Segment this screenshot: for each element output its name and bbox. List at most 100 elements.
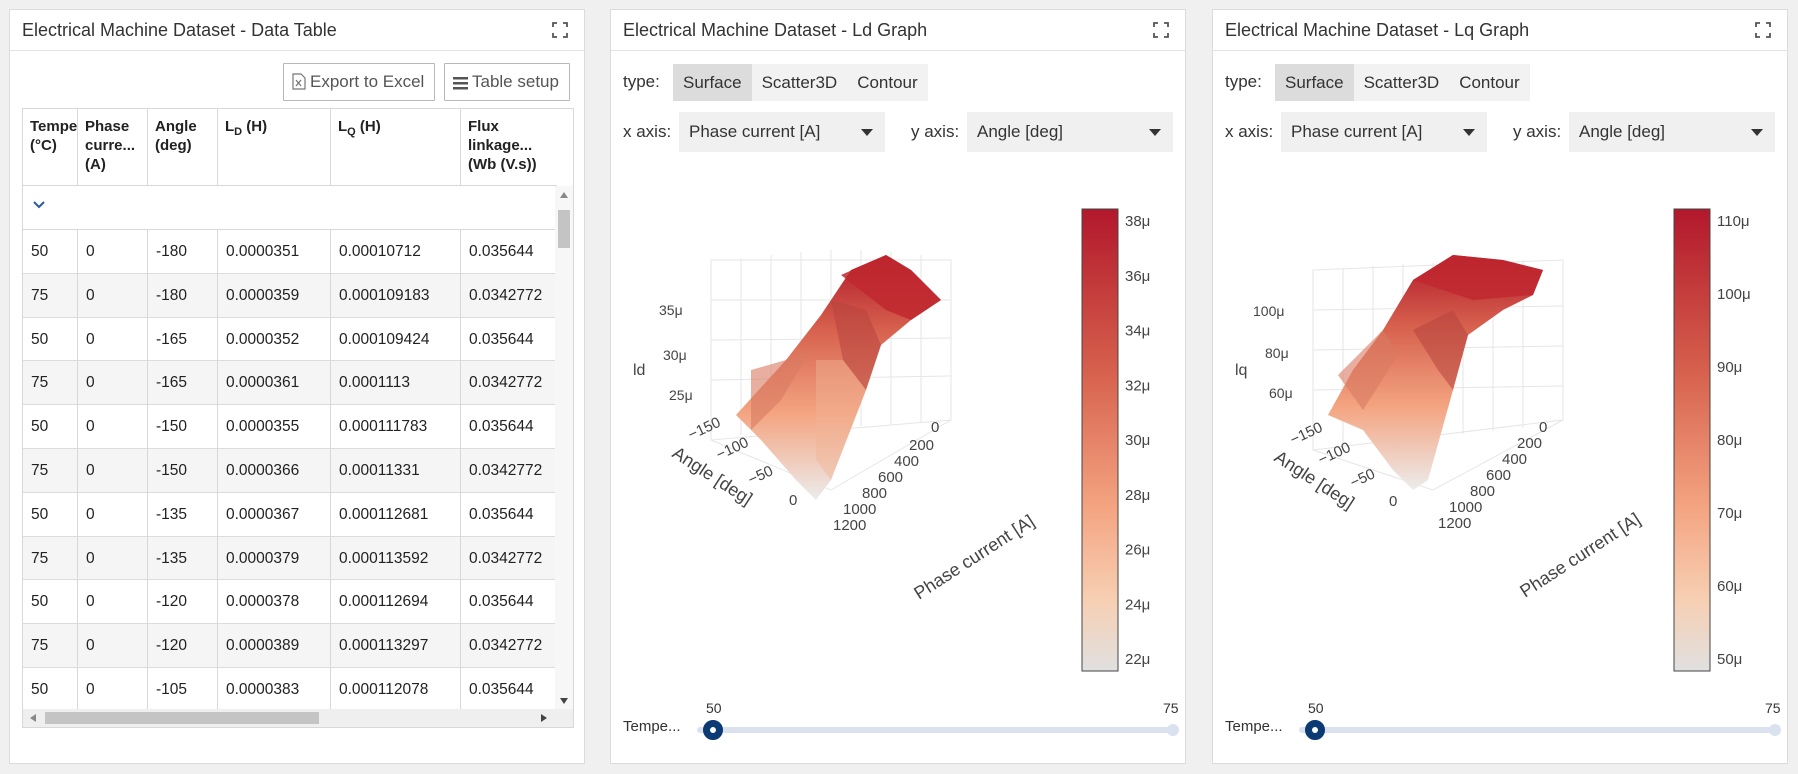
expand-icon[interactable] [1755, 22, 1771, 38]
caret-down-icon [861, 129, 873, 136]
caret-down-icon [1149, 129, 1161, 136]
temperature-slider-handle[interactable] [703, 720, 723, 740]
table-cell: 0.000112694 [331, 580, 461, 625]
table-cell: 75 [23, 273, 78, 318]
column-header-phase-current[interactable]: Phase curre... (A) [78, 109, 148, 186]
z-axis-title: lq [1235, 362, 1247, 379]
scroll-down-icon[interactable] [560, 698, 568, 704]
colorbar-tick-label: 30μ [1125, 432, 1150, 449]
horizontal-scrollbar[interactable] [23, 709, 573, 727]
column-header-angle[interactable]: Angle (deg) [148, 109, 218, 186]
scroll-up-icon[interactable] [560, 192, 568, 198]
ld-surface [736, 255, 941, 500]
type-scatter3d-button[interactable]: Scatter3D [751, 64, 848, 101]
column-header-flux-linkage[interactable]: Flux linkage... (Wb (V.s)) [468, 118, 537, 173]
table-cell: -165 [148, 317, 218, 362]
slider-end-marker[interactable] [1167, 724, 1179, 736]
x-axis-select[interactable]: Phase current [A] [679, 112, 885, 152]
table-row[interactable]: 75 0 -135 0.0000379 0.000113592 0.0342772 [23, 536, 557, 581]
table-cell: 0 [78, 667, 148, 712]
table-cell: 0 [78, 536, 148, 581]
type-surface-button[interactable]: Surface [673, 64, 752, 101]
menu-icon [453, 77, 468, 90]
table-cell: -150 [148, 405, 218, 449]
slider-max-value: 75 [1163, 700, 1179, 716]
column-header-ld[interactable]: LD (H) [218, 109, 331, 186]
temperature-slider-track[interactable] [697, 727, 1175, 733]
table-cell: 50 [23, 405, 78, 449]
table-cell: 0.0000367 [218, 492, 331, 537]
z-tick: 60μ [1269, 385, 1293, 401]
table-body: 50 0 -180 0.0000351 0.00010712 0.035644 75 0 -18… [23, 230, 557, 712]
type-contour-button[interactable]: Contour [1449, 64, 1530, 101]
panel-header: Electrical Machine Dataset - Data Table [10, 10, 584, 51]
table-cell: 0 [78, 492, 148, 537]
table-row[interactable]: 75 0 -150 0.0000366 0.00011331 0.0342772 [23, 448, 557, 493]
slider-min-value: 50 [1308, 700, 1324, 716]
colorbar-tick-label: 32μ [1125, 377, 1150, 394]
table-cell: 75 [23, 361, 78, 406]
current-tick: 200 [1517, 435, 1542, 452]
column-header-lq[interactable]: LQ (H) [331, 109, 461, 186]
table-row[interactable]: 50 0 -120 0.0000378 0.000112694 0.035644 [23, 580, 557, 625]
export-to-excel-button[interactable]: Export to Excel [283, 63, 436, 101]
expand-icon[interactable] [552, 22, 568, 38]
table-row[interactable]: 75 0 -180 0.0000359 0.000109183 0.0342772 [23, 273, 557, 318]
current-tick: 600 [1486, 467, 1511, 484]
scrollbar-thumb[interactable] [45, 712, 319, 724]
lq-surface-plot[interactable]: lq 100μ 80μ 60μ −150 −100 −50 0 Angle [d… [1213, 160, 1789, 680]
table-row[interactable]: 50 0 -150 0.0000355 0.000111783 0.035644 [23, 405, 557, 449]
table-row[interactable]: 75 0 -165 0.0000361 0.0001113 0.0342772 [23, 361, 557, 406]
type-contour-button[interactable]: Contour [847, 64, 928, 101]
type-scatter3d-button[interactable]: Scatter3D [1353, 64, 1450, 101]
temperature-slider-track[interactable] [1299, 727, 1777, 733]
type-surface-button[interactable]: Surface [1275, 64, 1354, 101]
table-cell: 50 [23, 492, 78, 537]
z-tick: 25μ [669, 387, 693, 403]
table-cell: 75 [23, 624, 78, 668]
scrollbar-thumb[interactable] [558, 210, 570, 248]
table-row[interactable]: 75 0 -120 0.0000389 0.000113297 0.0342772 [23, 624, 557, 668]
angle-tick: 0 [789, 492, 797, 509]
table-cell: 0 [78, 230, 148, 274]
slider-end-marker[interactable] [1769, 724, 1781, 736]
table-cell: 0.035644 [469, 243, 534, 260]
current-tick: 0 [931, 419, 939, 436]
x-axis-select[interactable]: Phase current [A] [1281, 112, 1487, 152]
scroll-left-icon[interactable] [30, 714, 36, 722]
table-cell: -105 [148, 667, 218, 712]
table-cell: 75 [23, 536, 78, 581]
panel-header: Electrical Machine Dataset - Lq Graph [1213, 10, 1787, 51]
colorbar-tick-label: 90μ [1717, 359, 1742, 376]
expand-icon[interactable] [1153, 22, 1169, 38]
y-axis-select[interactable]: Angle [deg] [967, 112, 1173, 152]
angle-tick: −100 [714, 434, 752, 464]
table-row[interactable]: 50 0 -135 0.0000367 0.000112681 0.035644 [23, 492, 557, 537]
table-setup-button[interactable]: Table setup [444, 63, 570, 101]
table-cell: 0.0342772 [469, 461, 543, 479]
column-header-temperature[interactable]: Tempe (°C) [23, 109, 78, 186]
ld-surface-plot[interactable]: ld 35μ 30μ 25μ −150 −100 −50 0 Angle [de… [611, 160, 1187, 680]
colorbar-tick-label: 100μ [1717, 286, 1751, 303]
table-cell: 0.0000355 [218, 405, 331, 449]
table-row[interactable]: 50 0 -165 0.0000352 0.000109424 0.035644 [23, 317, 557, 362]
table-row[interactable]: 50 0 -180 0.0000351 0.00010712 0.035644 [23, 230, 557, 274]
vertical-scrollbar[interactable] [555, 186, 573, 711]
table-cell: 0.000113297 [331, 624, 461, 668]
table-header: Tempe (°C) Phase curre... (A) Angle (deg) LD… [23, 109, 557, 186]
chevron-down-icon[interactable] [32, 200, 46, 210]
table-row[interactable]: 50 0 -105 0.0000383 0.000112078 0.035644 [23, 667, 557, 712]
table-cell: 0 [78, 580, 148, 625]
current-tick: 200 [909, 437, 934, 454]
scroll-right-icon[interactable] [541, 714, 547, 722]
z-tick: 35μ [659, 302, 683, 318]
colorbar-tick-label: 28μ [1125, 487, 1150, 504]
table-cell: 0.0000389 [218, 624, 331, 668]
current-axis-title: Phase current [A] [1516, 509, 1644, 602]
data-table-panel: Electrical Machine Dataset - Data Table … [9, 9, 585, 764]
table-cell: -180 [148, 230, 218, 274]
y-axis-select[interactable]: Angle [deg] [1569, 112, 1775, 152]
table-cell: -150 [148, 448, 218, 493]
table-cell: 0.035644 [469, 680, 534, 698]
temperature-slider-handle[interactable] [1305, 720, 1325, 740]
